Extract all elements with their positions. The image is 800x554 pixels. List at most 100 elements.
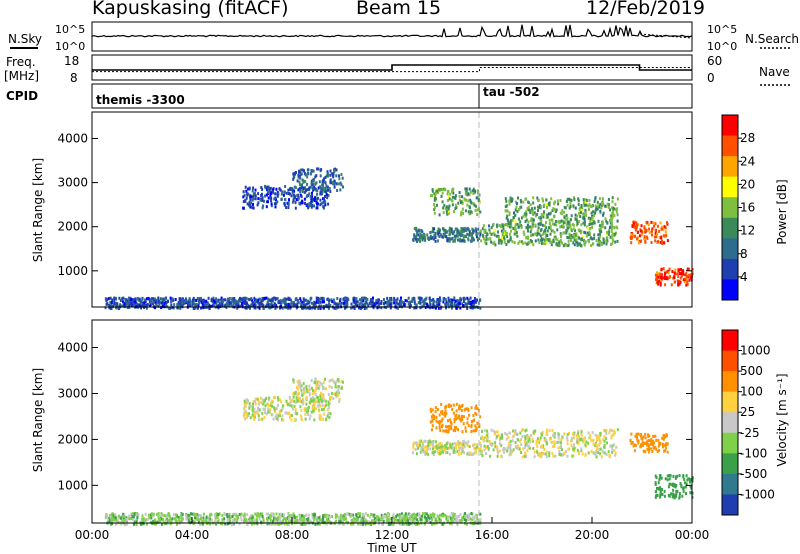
power-cell — [254, 194, 257, 198]
velocity-cell — [261, 398, 264, 402]
power-cell — [140, 306, 143, 310]
power-cell — [380, 300, 383, 303]
velocity-cell — [492, 429, 495, 433]
power-cell — [436, 229, 439, 233]
velocity-cell — [157, 512, 160, 516]
power-cell — [377, 298, 380, 302]
velocity-cell — [106, 514, 109, 518]
velocity-cell — [475, 427, 478, 431]
power-cell — [139, 301, 142, 305]
power-cell — [453, 301, 456, 305]
power-cell — [223, 304, 226, 308]
power-cell — [109, 296, 112, 300]
velocity-cell — [303, 391, 306, 395]
velocity-cell — [646, 447, 649, 451]
power-cell — [322, 205, 325, 209]
power-cell — [426, 304, 429, 308]
power-cell — [147, 296, 150, 300]
velocity-cell — [246, 401, 248, 405]
power-cell — [569, 202, 572, 205]
power-cell — [255, 298, 258, 302]
power-cell — [342, 297, 345, 301]
velocity-cell — [296, 519, 298, 522]
velocity-cell — [126, 520, 129, 524]
velocity-cell — [452, 428, 455, 432]
power-cell — [210, 299, 213, 302]
power-cell — [502, 233, 505, 237]
power-cell — [205, 299, 208, 303]
power-cell — [516, 210, 519, 213]
power-cell — [572, 241, 575, 245]
velocity-cell — [425, 516, 428, 520]
power-cell — [202, 300, 205, 304]
power-cell — [463, 197, 466, 201]
power-cell — [363, 307, 366, 310]
velocity-cell — [284, 518, 287, 522]
power-cell — [439, 306, 441, 310]
power-cell — [660, 279, 663, 283]
power-cell — [311, 301, 313, 305]
velocity-cell — [435, 426, 438, 430]
power-cell — [342, 185, 344, 189]
velocity-cell — [445, 411, 448, 415]
power-cell — [544, 224, 546, 228]
power-cell — [323, 300, 325, 304]
power-cell — [527, 225, 530, 229]
power-cell — [540, 214, 543, 218]
power-cell — [165, 303, 168, 307]
velocity-cell — [285, 520, 288, 524]
power-cell — [510, 225, 513, 229]
velocity-cell — [536, 445, 539, 449]
power-cell — [142, 303, 145, 307]
power-cell — [583, 217, 586, 221]
power-cell — [441, 188, 444, 191]
power-cell — [661, 239, 663, 243]
power-cell — [325, 303, 328, 307]
velocity-cell — [452, 450, 455, 454]
power-cell — [258, 306, 261, 310]
power-cell — [217, 298, 220, 302]
velocity-cell — [674, 495, 677, 499]
velocity-cell — [223, 512, 226, 515]
velocity-cell — [566, 438, 569, 442]
velocity-cell — [631, 441, 634, 444]
power-cell — [505, 204, 508, 208]
power-cell — [563, 205, 566, 209]
velocity-cell — [529, 440, 532, 444]
velocity-cell — [560, 448, 563, 452]
noise-right-tick-top: 10^5 — [707, 23, 737, 36]
power-cell — [633, 235, 636, 239]
velocity-cell — [336, 389, 339, 393]
power-cell — [508, 222, 511, 226]
power-cell — [680, 268, 682, 271]
power-cell — [152, 297, 155, 301]
power-cell — [316, 167, 319, 171]
power-cell — [528, 208, 531, 212]
power-cell — [308, 192, 311, 196]
velocity-cell — [166, 516, 169, 520]
velocity-cell — [317, 399, 320, 402]
velocity-cell — [110, 512, 113, 516]
power-cell — [459, 231, 462, 235]
power-cell — [472, 236, 474, 240]
velocity-cell — [263, 400, 266, 404]
velocity-cell — [246, 411, 248, 415]
power-cell — [528, 241, 531, 245]
power-cell — [316, 206, 319, 210]
power-cell — [458, 195, 461, 198]
power-cell — [578, 207, 581, 211]
power-cell — [304, 201, 306, 205]
velocity-cell — [264, 411, 266, 415]
velocity-cell — [353, 517, 356, 520]
power-cell — [274, 205, 277, 209]
power-cell — [549, 227, 552, 231]
power-cell — [445, 306, 447, 310]
power-cell — [255, 300, 258, 304]
power-cell — [239, 299, 242, 303]
velocity-cell — [565, 450, 568, 453]
power-cell — [450, 306, 453, 310]
power-cell — [299, 183, 301, 187]
power-cell — [570, 214, 573, 218]
power-cell — [365, 300, 368, 304]
power-cell — [413, 302, 416, 306]
